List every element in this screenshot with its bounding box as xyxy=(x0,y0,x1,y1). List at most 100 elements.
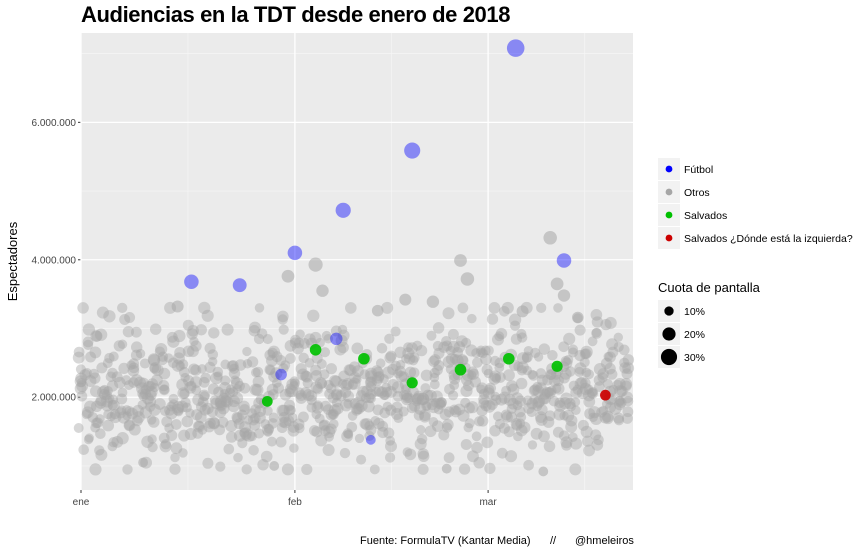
data-point-otros xyxy=(337,379,348,389)
data-point-otros xyxy=(227,360,239,372)
data-point-otros xyxy=(436,397,447,408)
data-point-otros xyxy=(385,435,396,446)
data-point-otros xyxy=(557,289,571,302)
data-point-otros xyxy=(232,412,245,425)
data-point-otros xyxy=(319,420,329,431)
data-point-otros xyxy=(178,366,190,378)
data-point-otros xyxy=(565,420,578,433)
data-point-otros xyxy=(285,405,296,416)
data-point-otros xyxy=(117,302,128,314)
data-point-otros xyxy=(523,346,534,356)
data-point-otros xyxy=(565,366,576,377)
data-point-otros xyxy=(331,388,343,400)
data-point-otros xyxy=(335,390,347,402)
data-point-otros xyxy=(426,398,438,411)
data-point-otros xyxy=(559,368,572,380)
data-point-otros xyxy=(283,404,296,416)
data-point-otros xyxy=(412,340,423,351)
data-point-otros xyxy=(317,378,328,389)
data-point-otros xyxy=(489,370,501,382)
data-point-otros xyxy=(435,396,447,408)
data-point-otros xyxy=(74,375,87,388)
data-point-otros xyxy=(429,372,440,383)
data-point-otros xyxy=(305,390,318,402)
data-point-otros xyxy=(501,385,512,396)
data-point-otros xyxy=(522,365,532,376)
data-point-otros xyxy=(579,348,591,360)
data-point-otros xyxy=(590,429,602,441)
data-point-otros xyxy=(130,326,142,338)
data-point-otros xyxy=(316,284,329,297)
data-point-otros xyxy=(406,342,418,354)
data-point-otros xyxy=(237,438,248,449)
data-point-otros xyxy=(310,364,322,376)
data-point-otros xyxy=(158,384,170,396)
data-point-otros xyxy=(591,439,604,451)
data-point-otros xyxy=(251,367,261,378)
data-point-otros xyxy=(352,374,362,384)
data-point-otros xyxy=(182,319,194,331)
data-point-otros xyxy=(588,406,601,419)
data-point-otros xyxy=(217,402,230,415)
data-point-otros xyxy=(201,309,214,322)
data-point-otros xyxy=(83,339,94,350)
data-point-otros xyxy=(227,400,240,413)
data-point-futbol xyxy=(404,142,421,159)
data-point-otros xyxy=(553,303,563,313)
data-point-otros xyxy=(414,437,427,451)
data-point-otros xyxy=(344,364,357,377)
data-point-otros xyxy=(302,389,315,402)
caption-separator: // xyxy=(550,535,557,547)
data-point-otros xyxy=(597,372,608,383)
data-point-otros xyxy=(348,361,361,373)
data-point-otros xyxy=(158,379,170,392)
data-point-otros xyxy=(357,385,370,398)
data-point-otros xyxy=(202,457,214,469)
data-point-otros xyxy=(335,334,348,347)
data-point-otros xyxy=(505,411,517,423)
data-point-otros xyxy=(264,364,276,376)
data-point-otros xyxy=(91,417,102,429)
data-point-otros xyxy=(441,463,452,474)
data-point-otros xyxy=(371,365,383,377)
data-point-otros xyxy=(106,380,119,392)
data-point-otros xyxy=(426,295,440,308)
data-point-salvados xyxy=(261,395,273,407)
data-point-otros xyxy=(92,417,104,429)
data-point-otros xyxy=(337,324,348,335)
data-point-otros xyxy=(72,351,85,364)
data-point-otros xyxy=(591,328,603,339)
data-point-otros xyxy=(318,419,331,432)
data-point-otros xyxy=(151,363,164,377)
data-point-futbol xyxy=(184,274,199,290)
data-point-otros xyxy=(541,386,553,399)
data-point-otros xyxy=(181,402,192,413)
data-point-otros xyxy=(382,366,395,379)
data-point-otros xyxy=(242,358,253,369)
data-point-otros xyxy=(566,401,576,412)
data-point-otros xyxy=(620,380,632,392)
data-point-otros xyxy=(126,407,139,420)
data-point-otros xyxy=(145,389,157,401)
data-point-otros xyxy=(474,416,485,427)
data-point-otros xyxy=(584,408,596,420)
data-point-otros xyxy=(380,390,390,401)
legend-key-otros xyxy=(665,188,673,196)
data-point-otros xyxy=(562,409,575,422)
data-point-otros xyxy=(159,440,172,453)
data-point-otros xyxy=(246,356,259,368)
data-point-otros xyxy=(491,373,502,384)
data-point-otros xyxy=(124,380,134,390)
data-point-otros xyxy=(613,415,625,426)
data-point-otros xyxy=(449,404,460,416)
data-point-otros xyxy=(351,402,364,415)
data-point-otros xyxy=(349,371,361,384)
data-point-otros xyxy=(271,378,282,388)
data-point-otros xyxy=(117,339,128,350)
data-point-otros xyxy=(464,418,475,429)
data-point-otros xyxy=(296,368,309,381)
data-point-otros xyxy=(82,367,92,378)
data-point-otros xyxy=(287,421,300,433)
data-point-salvados xyxy=(358,352,370,365)
data-point-otros xyxy=(107,394,119,405)
